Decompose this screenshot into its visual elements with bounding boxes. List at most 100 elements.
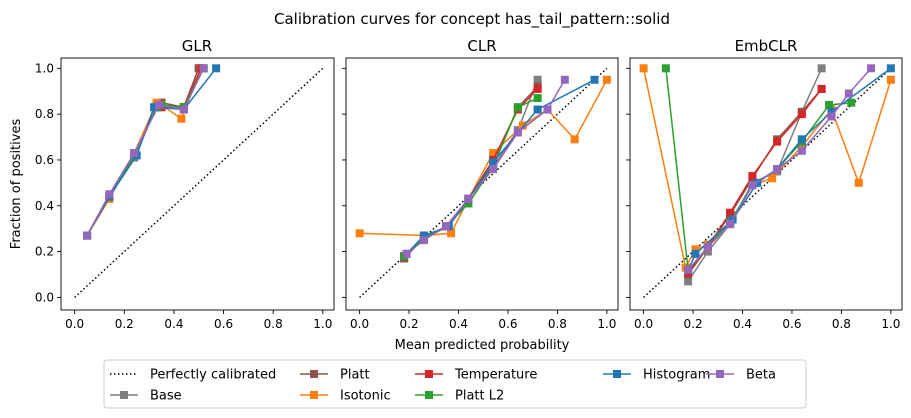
panel-glr-series-beta-point — [130, 149, 139, 158]
legend: Perfectly calibrated Base Platt Isotonic Tem… — [103, 359, 807, 409]
panel-glr-series-platt-line — [86, 68, 200, 236]
panel-embclr-plot-area: 0.0 0.2 0.4 0.6 0.8 1.0 — [626, 64, 900, 331]
legend-temperature-label: Temperature — [454, 368, 537, 383]
panel-clr-x-tick-label: 0.6 — [498, 317, 517, 331]
panel-clr-series-histogram-point — [489, 158, 498, 167]
panel-clr-series-isotonic-line — [359, 79, 608, 237]
panel-clr-title: CLR — [467, 37, 496, 55]
panel-glr-series-beta-point — [179, 105, 188, 114]
panel-clr-x-tick-label: 0.2 — [400, 317, 419, 331]
panel-embclr-series-base-point — [703, 247, 712, 256]
figure-suptitle: Calibration curves for concept has_tail_… — [274, 10, 670, 29]
panel-embclr-series-base-point — [684, 277, 693, 286]
panel-embclr-series-beta-point — [827, 112, 836, 121]
legend-beta-label: Beta — [746, 368, 776, 383]
panel-embclr-series-plattl2-point — [825, 100, 834, 109]
panel-clr-series-isotonic-point — [355, 229, 364, 238]
legend-perfect-label: Perfectly calibrated — [150, 368, 276, 383]
panel-clr: CLR 0.0 0.2 0.4 0.6 0.8 1.0 — [342, 37, 619, 331]
panel-clr-series-beta-point — [489, 165, 498, 174]
panel-embclr-series-isotonic-point — [691, 245, 700, 254]
panel-embclr-series-temperature-point — [726, 208, 735, 217]
panel-embclr-series-histogram-point — [797, 135, 806, 144]
panel-clr-series-temperature-line — [403, 88, 539, 257]
panel-clr-x-tick-label: 0.4 — [449, 317, 468, 331]
x-axis-label: Mean predicted probability — [395, 338, 570, 353]
panel-glr-x-tick-label: 0.6 — [214, 317, 233, 331]
panel-embclr-series-temperature-point — [748, 171, 757, 180]
panel-embclr-series-temperature-point — [773, 137, 782, 146]
legend-temperature-marker — [425, 370, 433, 378]
panel-embclr-series-isotonic-point — [797, 142, 806, 151]
panel-glr-series-isotonic-point — [177, 114, 186, 123]
panel-embclr-series-beta-point — [844, 89, 853, 98]
legend-plattl2-marker — [425, 391, 433, 399]
panel-embclr-series-beta-point — [748, 181, 757, 190]
y-axis-label: Fraction of positives — [9, 119, 24, 250]
panel-clr-series-plattl2-point — [464, 199, 473, 208]
panel-glr-plot-area: 0.0 0.2 0.4 0.6 0.8 1.0 0.0 0.2 0.4 0.6 0.8 1.0 — [35, 61, 332, 331]
panel-clr-series-beta-point — [442, 222, 451, 231]
panel-clr-series-beta-point — [560, 75, 569, 84]
panel-glr-series-temperature-line — [86, 67, 202, 236]
panel-clr-series-isotonic-point — [447, 229, 456, 238]
panel-embclr-series-isotonic-point — [886, 75, 895, 84]
panel-embclr-title: EmbCLR — [735, 37, 798, 55]
panel-clr-series-beta-point — [419, 236, 428, 245]
panel-glr-x-tick-label: 0.8 — [264, 317, 283, 331]
panel-clr-plot-area: 0.0 0.2 0.4 0.6 0.8 1.0 — [342, 67, 616, 331]
panel-clr-x-tick-label: 1.0 — [597, 317, 616, 331]
legend-plattl2-label: Platt L2 — [455, 389, 504, 404]
y-tick-label: 0.4 — [35, 199, 54, 213]
panel-clr-series-base-point — [533, 75, 542, 84]
panel-glr-series-beta-point — [155, 100, 164, 109]
legend-isotonic-marker — [310, 391, 318, 399]
panel-embclr-series-beta-point — [867, 64, 876, 73]
legend-histogram-label: Histogram — [643, 368, 710, 383]
panel-embclr-series-beta-point — [703, 243, 712, 251]
legend-isotonic-label: Isotonic — [340, 389, 391, 404]
legend-base-label: Base — [150, 389, 182, 404]
panel-embclr-series-beta-point — [797, 146, 806, 155]
panel-glr-series-beta-line — [86, 67, 205, 236]
panel-embclr-x-tick-label: 0.6 — [782, 317, 801, 331]
y-tick-label: 0.2 — [35, 245, 54, 259]
panel-clr-series-isotonic-point — [570, 135, 579, 144]
y-tick-label: 1.0 — [35, 61, 54, 75]
panel-embclr-series-histogram-point — [827, 107, 836, 116]
panel-glr-x-tick-label: 0.4 — [164, 317, 183, 331]
panel-embclr-series-isotonic-point — [854, 178, 863, 187]
panel-glr-x-tick-label: 1.0 — [313, 317, 332, 331]
panel-glr-series-beta-point — [105, 190, 114, 199]
legend-base-marker — [120, 391, 128, 399]
panel-clr-x-tick-label: 0.0 — [350, 317, 369, 331]
legend-box — [103, 359, 807, 409]
panel-glr-series-histogram-point — [212, 64, 221, 73]
panel-clr-series-histogram-point — [419, 231, 428, 240]
legend-platt-marker — [310, 370, 318, 378]
panel-embclr-series-histogram-point — [886, 64, 895, 73]
panel-embclr-series-isotonic-point — [768, 174, 777, 183]
panel-clr-series-histogram-point — [533, 105, 542, 114]
panel-clr-series-beta-point — [543, 105, 552, 114]
panel-clr-perfect-line — [359, 67, 608, 298]
panel-embclr-x-tick-label: 0.2 — [684, 317, 703, 331]
panel-embclr-x-tick-label: 0.0 — [634, 317, 653, 331]
panel-embclr-series-histogram-point — [753, 178, 762, 187]
panel-clr-series-isotonic-point — [489, 149, 498, 158]
panel-embclr-series-histogram-line — [687, 67, 892, 271]
panel-embclr-series-beta-point — [726, 220, 735, 229]
legend-platt-label: Platt — [340, 368, 370, 383]
y-tick-label: 0.6 — [35, 153, 54, 167]
panel-glr-x-tick-label: 0.0 — [65, 317, 84, 331]
panel-embclr-x-tick-label: 1.0 — [881, 317, 900, 331]
panel-clr-series-beta-point — [402, 249, 411, 258]
panel-clr-series-beta-point — [513, 128, 522, 137]
panel-glr-series-isotonic-line — [86, 68, 202, 236]
panel-glr-title: GLR — [182, 37, 212, 55]
panel-clr-series-beta-point — [464, 194, 473, 203]
panel-glr-perfect-line — [74, 67, 324, 298]
panel-clr-series-isotonic-point — [602, 75, 611, 84]
y-tick-label: 0.8 — [35, 107, 54, 121]
